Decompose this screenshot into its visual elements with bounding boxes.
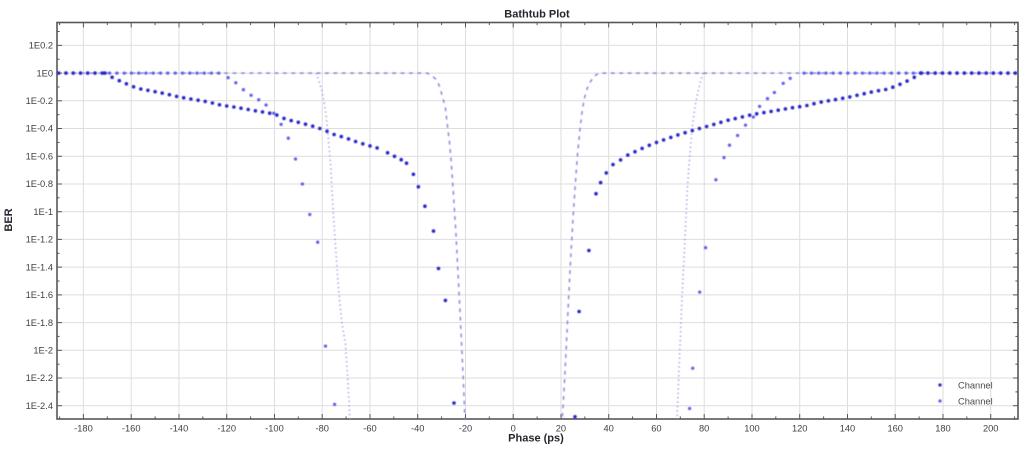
svg-text:1E-0.6: 1E-0.6 xyxy=(26,151,53,161)
svg-text:20: 20 xyxy=(556,424,566,434)
svg-text:-160: -160 xyxy=(122,424,141,434)
svg-text:1E-0.8: 1E-0.8 xyxy=(26,179,53,189)
svg-text:160: 160 xyxy=(887,424,903,434)
svg-text:Phase (ps): Phase (ps) xyxy=(508,433,564,445)
svg-text:1E-2.2: 1E-2.2 xyxy=(26,373,53,383)
svg-text:BER: BER xyxy=(3,208,15,231)
svg-text:-180: -180 xyxy=(74,424,93,434)
svg-text:40: 40 xyxy=(604,424,614,434)
svg-text:1E-0.4: 1E-0.4 xyxy=(26,124,53,134)
svg-text:-80: -80 xyxy=(315,424,328,434)
svg-text:1E-2.4: 1E-2.4 xyxy=(26,401,53,411)
svg-text:1E0.2: 1E0.2 xyxy=(29,41,53,51)
svg-text:-100: -100 xyxy=(265,424,284,434)
svg-text:Bathtub Plot: Bathtub Plot xyxy=(504,9,570,21)
svg-text:0: 0 xyxy=(511,424,516,434)
svg-text:140: 140 xyxy=(840,424,856,434)
svg-text:-20: -20 xyxy=(459,424,472,434)
svg-text:1E-1.6: 1E-1.6 xyxy=(26,290,53,300)
svg-text:-140: -140 xyxy=(170,424,189,434)
svg-text:1E-1: 1E-1 xyxy=(33,207,53,217)
svg-text:1E0: 1E0 xyxy=(36,68,53,78)
svg-text:1E-1.2: 1E-1.2 xyxy=(26,235,53,245)
svg-text:1E-0.2: 1E-0.2 xyxy=(26,96,53,106)
svg-text:-40: -40 xyxy=(411,424,424,434)
svg-text:-60: -60 xyxy=(363,424,376,434)
svg-text:100: 100 xyxy=(744,424,760,434)
svg-text:1E-1.8: 1E-1.8 xyxy=(26,318,53,328)
svg-text:180: 180 xyxy=(935,424,951,434)
svg-text:1E-1.4: 1E-1.4 xyxy=(26,262,53,272)
svg-text:120: 120 xyxy=(792,424,808,434)
svg-text:1E-2: 1E-2 xyxy=(33,346,53,356)
svg-text:-120: -120 xyxy=(217,424,236,434)
svg-text:80: 80 xyxy=(699,424,709,434)
svg-text:Channel: Channel xyxy=(958,381,993,391)
svg-text:200: 200 xyxy=(983,424,999,434)
svg-text:60: 60 xyxy=(651,424,661,434)
svg-text:Channel: Channel xyxy=(958,397,993,407)
